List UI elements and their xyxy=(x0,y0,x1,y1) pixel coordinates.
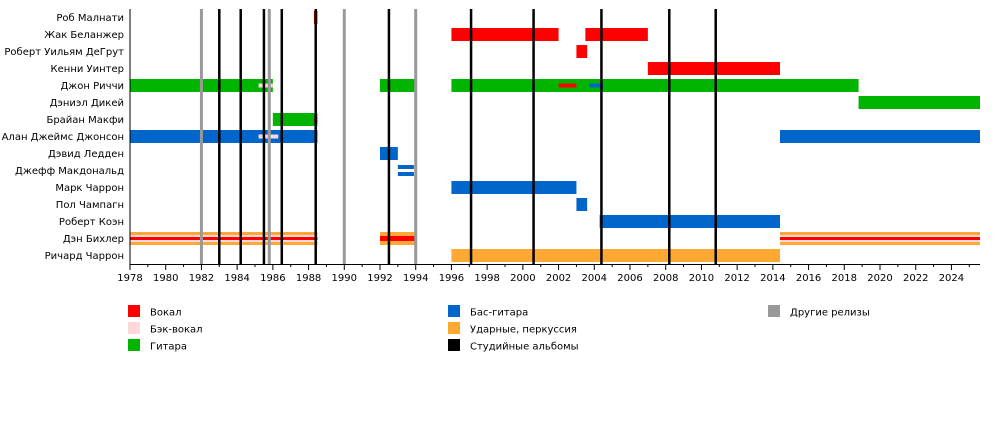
release-lines xyxy=(199,9,717,264)
member-label: Жак Беланжер xyxy=(44,30,124,41)
member-bar-guitar xyxy=(858,96,980,109)
legend-swatch xyxy=(448,322,460,334)
x-tick-label: 1998 xyxy=(474,273,499,284)
x-tick-label: 2010 xyxy=(689,273,714,284)
member-label: Дэниэл Дикей xyxy=(50,98,124,109)
legend-item: Студийные альбомы xyxy=(448,339,579,353)
legend-label: Бас-гитара xyxy=(470,308,528,319)
member-label: Кенни Уинтер xyxy=(51,64,124,75)
member-bars xyxy=(130,11,980,262)
x-tick-label: 1988 xyxy=(296,273,321,284)
member-bar-bass xyxy=(780,130,980,143)
x-axis-ticks: 1978 1980 1982 1984 1986 1988 1990 1992 1994 1996… xyxy=(117,264,970,284)
member-bar-bass xyxy=(397,172,414,176)
member-label: Дэвид Ледден xyxy=(48,149,124,160)
x-tick-label: 2022 xyxy=(903,273,928,284)
member-bar-vocals-stripe xyxy=(780,237,980,240)
member-bar-bass xyxy=(397,165,414,169)
x-tick-label: 2012 xyxy=(724,273,749,284)
member-bar-bass xyxy=(576,198,588,211)
x-tick-label: 2020 xyxy=(867,273,892,284)
legend-label: Бэк-вокал xyxy=(150,325,203,336)
legend-swatch xyxy=(448,339,460,351)
x-tick-label: 1994 xyxy=(403,273,428,284)
member-bar-bass-accent xyxy=(588,83,604,88)
x-tick-label: 2000 xyxy=(510,273,535,284)
legend-swatch xyxy=(128,339,140,351)
member-bar-guitar xyxy=(380,79,416,92)
member-bar-vocals xyxy=(576,45,588,58)
x-tick-label: 2016 xyxy=(796,273,821,284)
x-tick-label: 2008 xyxy=(653,273,678,284)
member-bar-vocals xyxy=(647,62,780,75)
legend-item: Бас-гитара xyxy=(448,305,528,319)
legend-label: Ударные, перкуссия xyxy=(470,325,577,336)
member-bar-vocals xyxy=(585,28,648,41)
member-bar-bass xyxy=(599,215,780,228)
x-tick-label: 1992 xyxy=(367,273,392,284)
member-bar-backing-accent xyxy=(258,83,273,88)
member-bar-vocals-stripe xyxy=(380,236,416,241)
member-bar-guitar xyxy=(451,79,859,92)
member-label: Джон Риччи xyxy=(60,81,124,92)
legend: Вокал Бэк-вокал Гитара Бас-гитара Ударные, п… xyxy=(128,305,870,353)
legend-swatch xyxy=(128,305,140,317)
member-bar-drums xyxy=(451,249,780,262)
member-bar-vocals-stripe xyxy=(130,237,318,240)
legend-item: Гитара xyxy=(128,339,187,353)
member-label: Дэн Бихлер xyxy=(63,234,124,245)
x-tick-label: 2018 xyxy=(832,273,857,284)
legend-swatch xyxy=(448,305,460,317)
member-bar-guitar xyxy=(272,113,318,126)
x-tick-label: 1978 xyxy=(117,273,142,284)
member-bar-bass xyxy=(130,130,318,143)
x-tick-label: 1982 xyxy=(189,273,214,284)
member-bar-bass xyxy=(451,181,577,194)
x-tick-label: 2024 xyxy=(939,273,964,284)
member-label: Ричард Чаррон xyxy=(45,251,124,262)
legend-item: Другие релизы xyxy=(768,305,870,319)
x-tick-label: 1984 xyxy=(224,273,249,284)
legend-item: Ударные, перкуссия xyxy=(448,322,577,336)
legend-item: Вокал xyxy=(128,305,182,319)
member-label: Роб Малнати xyxy=(56,13,124,24)
legend-swatch xyxy=(128,322,140,334)
member-label: Роберт Коэн xyxy=(59,217,124,228)
x-tick-label: 1986 xyxy=(260,273,285,284)
legend-label: Студийные альбомы xyxy=(470,342,579,353)
member-label: Алан Джеймс Джонсон xyxy=(2,132,124,143)
x-tick-label: 2006 xyxy=(617,273,642,284)
member-label: Роберт Уильям ДеГрут xyxy=(4,47,124,58)
member-label: Пол Чампагн xyxy=(56,200,124,211)
legend-swatch xyxy=(768,305,780,317)
member-label: Джефф Макдональд xyxy=(15,166,124,177)
axes xyxy=(129,9,980,265)
x-tick-label: 1980 xyxy=(153,273,178,284)
x-tick-label: 1990 xyxy=(332,273,357,284)
member-bar-vocals xyxy=(451,28,559,41)
legend-label: Вокал xyxy=(150,308,182,319)
x-tick-label: 2004 xyxy=(582,273,607,284)
member-label: Марк Чаррон xyxy=(55,183,124,194)
x-tick-label: 2014 xyxy=(760,273,785,284)
member-labels: Роб Малнати Жак Беланжер Роберт Уильям ДеГ… xyxy=(2,13,125,262)
member-label: Брайан Макфи xyxy=(46,115,124,126)
legend-item: Бэк-вокал xyxy=(128,322,203,336)
legend-label: Другие релизы xyxy=(790,308,870,319)
x-tick-label: 2002 xyxy=(546,273,571,284)
member-bar-vocals-accent xyxy=(558,83,577,88)
legend-label: Гитара xyxy=(150,342,187,353)
x-tick-label: 1996 xyxy=(439,273,464,284)
